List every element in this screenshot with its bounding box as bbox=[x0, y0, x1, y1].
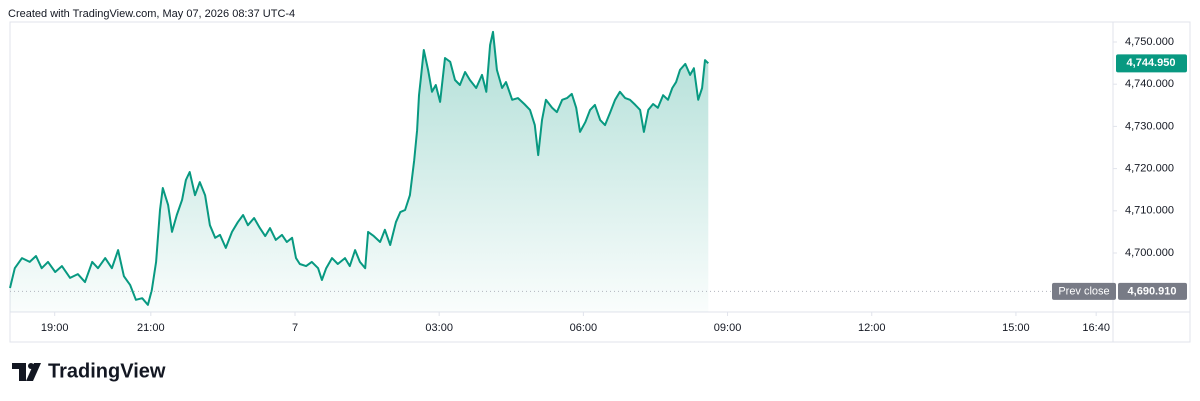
prev-close-name: Prev close bbox=[1058, 285, 1109, 297]
x-tick-label: 09:00 bbox=[714, 322, 742, 334]
last-price-box bbox=[1116, 54, 1187, 73]
prev-close-tag bbox=[1052, 282, 1116, 300]
y-tick-label: 4,720.000 bbox=[1125, 163, 1174, 175]
price-line bbox=[9, 30, 709, 306]
y-tick-label: 4,750.000 bbox=[1125, 36, 1174, 48]
brand-name: TradingView bbox=[48, 360, 166, 382]
x-tick-label: 03:00 bbox=[425, 322, 453, 334]
chart-title: Created with TradingView.com, May 07, 20… bbox=[8, 8, 295, 20]
area-fill bbox=[10, 31, 709, 313]
x-tick-label: 12:00 bbox=[858, 322, 886, 334]
brand-logo bbox=[12, 363, 41, 381]
x-tick-label: 19:00 bbox=[41, 322, 69, 334]
chart-frame bbox=[9, 21, 1191, 343]
x-tick-label: 06:00 bbox=[570, 322, 598, 334]
y-tick-label: 4,730.000 bbox=[1125, 120, 1174, 132]
prev-close-box bbox=[1118, 282, 1187, 300]
x-tick-label: 7 bbox=[292, 322, 298, 334]
y-tick-label: 4,710.000 bbox=[1125, 205, 1174, 217]
x-tick-label: 21:00 bbox=[137, 322, 165, 334]
x-tick-label: 15:00 bbox=[1002, 322, 1030, 334]
prev-close-label: 4,690.910 bbox=[1128, 285, 1177, 297]
y-tick-label: 4,740.000 bbox=[1125, 78, 1174, 90]
last-price-label: 4,744.950 bbox=[1127, 57, 1176, 69]
y-tick-label: 4,700.000 bbox=[1125, 247, 1174, 259]
x-tick-label: 16:40 bbox=[1082, 322, 1110, 334]
